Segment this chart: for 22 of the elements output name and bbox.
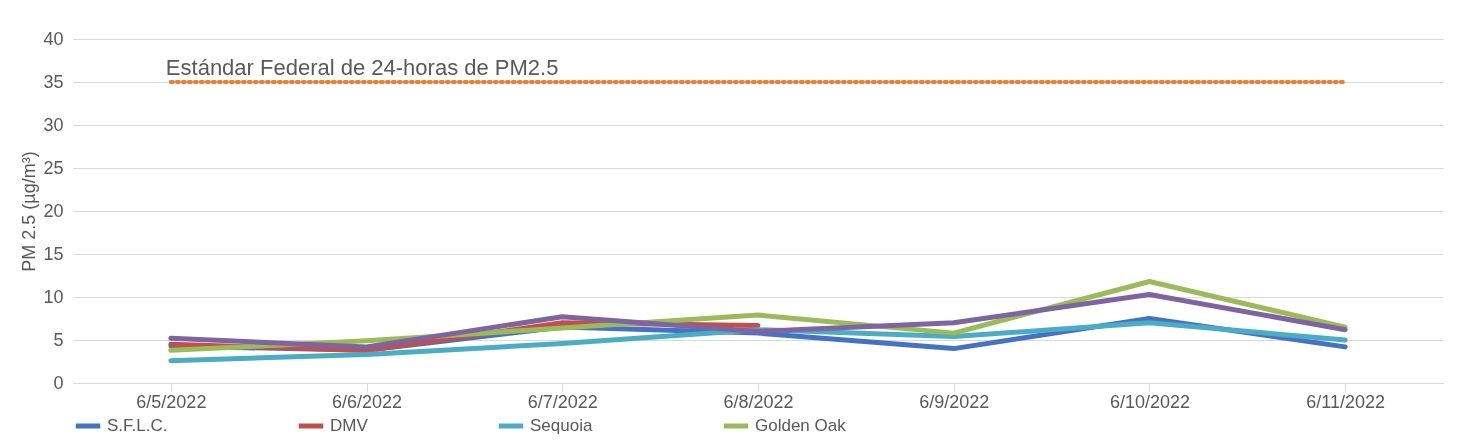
y-tick-label: 10 [43, 286, 64, 307]
y-tick-label: 30 [43, 114, 64, 135]
legend-label: DMV [330, 416, 369, 435]
x-tick-label: 6/6/2022 [332, 391, 403, 412]
y-tick-label: 35 [43, 71, 64, 92]
legend-label: S.F.L.C. [107, 416, 168, 435]
ref-line-label: Estándar Federal de 24-horas de PM2.5 [165, 55, 559, 80]
y-tick-label: 40 [43, 28, 64, 49]
y-tick-label: 0 [53, 372, 64, 393]
y-tick-label: 15 [43, 243, 64, 264]
y-tick-label: 25 [43, 157, 64, 178]
y-tick-label: 20 [43, 200, 64, 221]
x-tick-label: 6/9/2022 [919, 391, 990, 412]
x-tick-label: 6/7/2022 [527, 391, 598, 412]
y-axis-title: PM 2.5 (µg/m³) [19, 151, 40, 272]
legend-label: Golden Oak [755, 416, 847, 435]
x-tick-label: 6/10/2022 [1109, 391, 1190, 412]
y-tick-label: 5 [53, 329, 64, 350]
x-tick-label: 6/11/2022 [1306, 391, 1386, 412]
x-tick-label: 6/8/2022 [723, 391, 794, 412]
legend-label: Sequoia [530, 416, 593, 435]
x-tick-label: 6/5/2022 [136, 391, 207, 412]
